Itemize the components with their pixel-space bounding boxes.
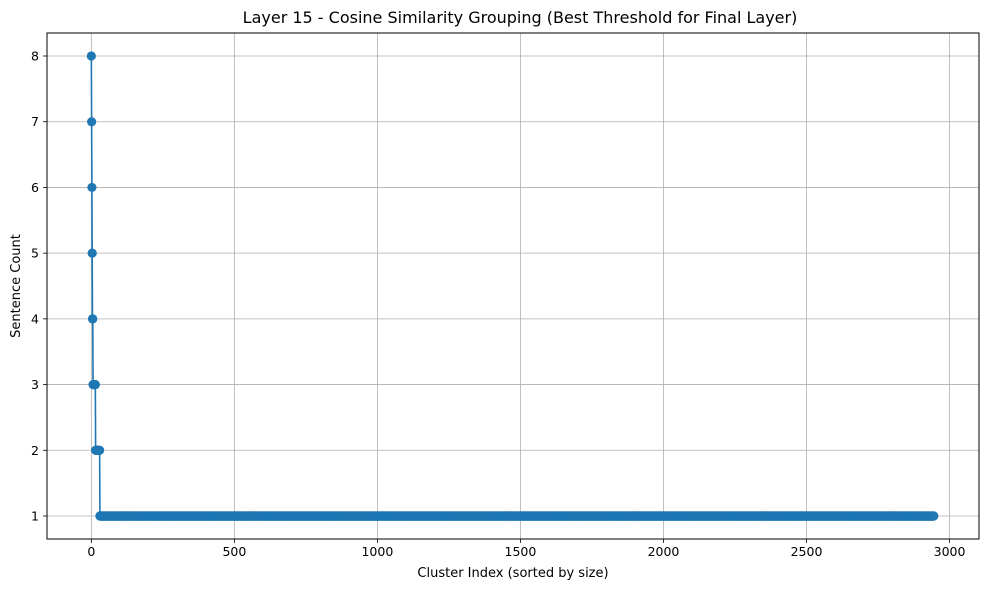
x-tick-label: 500 [222,544,246,559]
x-tick-label: 2000 [648,544,680,559]
y-tick-label: 1 [31,509,39,524]
chart-title: Layer 15 - Cosine Similarity Grouping (B… [243,8,798,27]
x-tick-label: 1500 [505,544,537,559]
y-axis-label: Sentence Count [9,234,24,338]
x-axis-label: Cluster Index (sorted by size) [417,566,608,581]
data-point [95,445,105,455]
y-tick-label: 7 [31,114,39,129]
x-tick-label: 0 [87,544,95,559]
data-point [87,117,97,127]
grid [47,33,979,539]
data-point [929,511,939,521]
x-tick-label: 1000 [361,544,393,559]
y-tick-label: 8 [31,49,39,64]
y-tick-label: 3 [31,377,39,392]
data-point [88,314,98,324]
y-tick-label: 4 [31,311,39,326]
y-tick-label: 2 [31,443,39,458]
data-point [87,182,97,193]
x-tick-label: 3000 [934,544,966,559]
plot-frame [46,32,980,540]
y-tick-label: 5 [31,246,39,261]
series-line [86,51,939,521]
x-tick-label: 2500 [791,544,823,559]
axis-ticks: 0 500 1000 1500 2000 2500 3000 1 2 3 4 5 6 7 8 [31,49,965,560]
series-markers [86,51,939,521]
data-point [87,248,97,258]
y-tick-label: 6 [31,180,39,195]
data-point [86,51,96,61]
data-point [90,379,100,390]
